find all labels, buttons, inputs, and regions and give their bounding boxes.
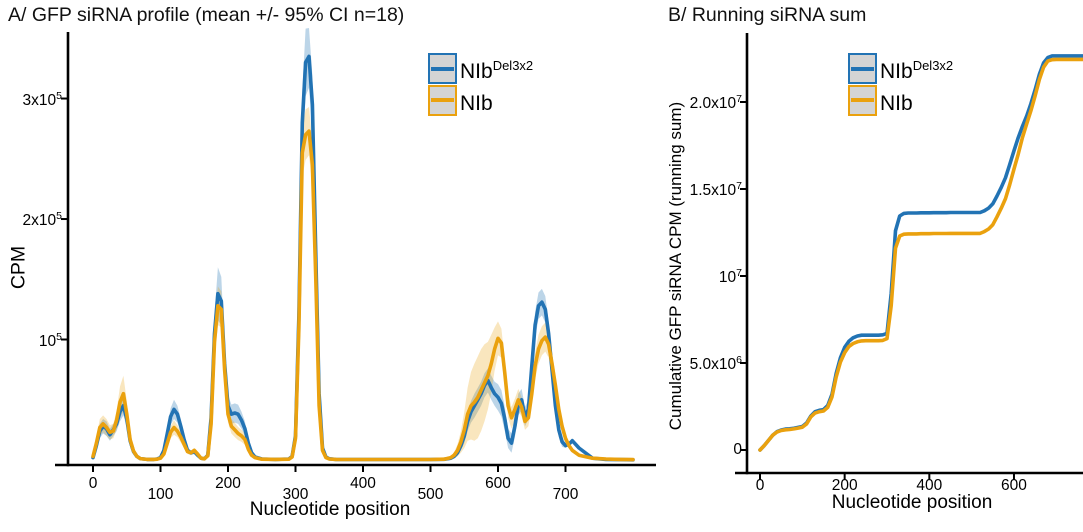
legend-key-blue-icon	[848, 53, 877, 85]
panel-b-x-tick-600: 600	[1001, 477, 1027, 494]
legend-item-nib-del3x2: NIbDel3x2	[848, 53, 953, 85]
panel-b-y-tick-10: 107	[718, 267, 742, 287]
panel-a-x-tick-100: 100	[147, 486, 174, 503]
panel-a-x-tick-400: 400	[350, 475, 376, 492]
panel-b-legend: NIbDel3x2 NIb	[848, 53, 953, 116]
panel-a-x-tick-700: 700	[552, 486, 579, 503]
legend-item-nib: NIb	[848, 84, 953, 117]
legend-key-blue-icon	[428, 53, 457, 85]
panel-b-x-axis-label: Nucleotide position	[831, 492, 993, 513]
panel-b-y-tick-5: 5.0x106	[689, 354, 742, 374]
legend-key-orange-icon	[848, 84, 877, 116]
panel-a-y-tick-100000: 105	[38, 330, 62, 350]
legend-label-nib-del3x2: NIbDel3x2	[460, 58, 534, 84]
legend-label-nib-del3x2: NIbDel3x2	[880, 58, 954, 84]
panel-a-x-tick-0: 0	[88, 475, 98, 492]
panel-b-y-axis-label: Cumulative GFP siRNA CPM (running sum)	[666, 101, 685, 431]
legend-label-nib: NIb	[880, 91, 913, 115]
panel-b-y-tick-15: 1.5x107	[689, 180, 742, 200]
panel-b-y-tick-0: 0	[733, 441, 742, 458]
panel-b-y-tick-20: 2.0x107	[689, 93, 742, 113]
legend-label-nib: NIb	[460, 91, 493, 115]
legend-item-nib: NIb	[428, 84, 533, 117]
panel-a-title: A/ GFP siRNA profile (mean +/- 95% CI n=…	[8, 4, 405, 26]
panel-a-y-tick-300000: 3x105	[22, 89, 62, 109]
panel-a-x-tick-200: 200	[215, 475, 241, 492]
panel-a-x-tick-300: 300	[282, 486, 309, 503]
panel-b-title: B/ Running siRNA sum	[668, 4, 867, 26]
panel-a-legend: NIbDel3x2 NIb	[428, 53, 533, 116]
panel-b-x-tick-200: 200	[831, 477, 858, 494]
panel-b-x-tick-0: 0	[755, 477, 765, 494]
legend-item-nib-del3x2: NIbDel3x2	[428, 53, 533, 85]
panel-a-x-axis-label: Nucleotide position	[249, 499, 411, 520]
panel-a-y-tick-200000: 2x105	[22, 210, 62, 230]
panel-a-x-tick-600: 600	[485, 475, 511, 492]
panel-b-x-tick-400: 400	[916, 477, 943, 494]
legend-key-orange-icon	[428, 84, 457, 116]
panel-a-x-tick-500: 500	[417, 486, 444, 503]
